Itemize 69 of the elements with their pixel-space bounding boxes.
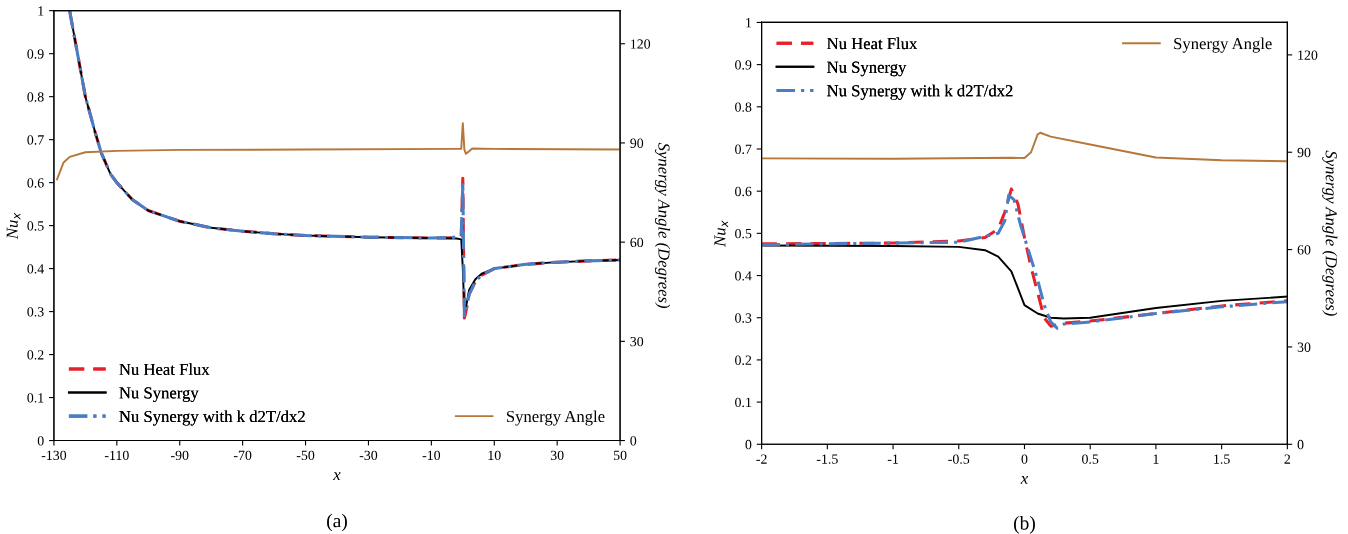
y2-tick-label: 30 bbox=[630, 336, 644, 347]
y-tick-label: 0.8 bbox=[735, 102, 752, 112]
x-tick-label: -50 bbox=[296, 450, 315, 461]
y-tick-label: 0.4 bbox=[735, 271, 752, 281]
legend-label: Nu Synergy bbox=[119, 387, 199, 402]
y-tick-label: 0.8 bbox=[27, 92, 44, 102]
legend-label: Synergy Angle bbox=[506, 410, 605, 426]
y-tick-label: 0.5 bbox=[27, 221, 44, 231]
x-tick-label: -1.5 bbox=[816, 454, 838, 464]
y2-tick-label: 60 bbox=[1297, 245, 1311, 255]
legend-label: Nu Synergy with k d2T/dx2 bbox=[119, 410, 305, 426]
text: (b) bbox=[1014, 516, 1035, 534]
y-tick-label: 0.1 bbox=[735, 397, 752, 408]
y-tick-label: 0.2 bbox=[27, 350, 44, 360]
y2-tick-label: 60 bbox=[630, 237, 644, 248]
y-tick-label: 0.4 bbox=[27, 264, 44, 274]
line-series bbox=[761, 131, 1288, 163]
x-tick-label: 0.5 bbox=[1082, 454, 1099, 464]
y-tick-label: 0.5 bbox=[735, 228, 752, 239]
legend-label: Nu Synergy with k d2T/dx2 bbox=[827, 84, 1013, 100]
y2-axis-title: Synergy Angle (Degrees) bbox=[654, 142, 671, 309]
x-axis-title: x bbox=[1020, 476, 1029, 484]
y-tick-label: 0.6 bbox=[735, 186, 752, 197]
x-tick-label: -90 bbox=[170, 450, 189, 461]
legend-label: Nu Synergy bbox=[827, 61, 907, 77]
x-tick-label: 2 bbox=[1284, 454, 1291, 464]
x-tick-label: 50 bbox=[613, 450, 627, 461]
y2-tick-label: 90 bbox=[1297, 147, 1311, 158]
text: (a) bbox=[327, 513, 347, 532]
x-tick-label: -10 bbox=[422, 450, 441, 461]
y-tick-label: 0 bbox=[37, 436, 44, 446]
y-tick-label: 0.3 bbox=[27, 307, 44, 317]
y-tick-label: 0.9 bbox=[735, 60, 752, 70]
y2-tick-label: 120 bbox=[1298, 50, 1318, 60]
y-tick-label: 1 bbox=[746, 18, 752, 28]
y-axis-title: Nu$_{x}$ bbox=[6, 212, 21, 240]
x-tick-label: 10 bbox=[488, 450, 501, 461]
y-axis-title: Nu$_{x}$ bbox=[714, 220, 729, 247]
y-tick-label: 0.7 bbox=[27, 135, 44, 145]
y2-tick-label: 120 bbox=[631, 39, 651, 49]
y-tick-label: 0.2 bbox=[735, 355, 752, 365]
x-tick-label: -0.5 bbox=[948, 454, 970, 464]
y-tick-label: 0.6 bbox=[27, 178, 44, 188]
y2-axis-title: Synergy Angle (Degrees) bbox=[1322, 150, 1338, 316]
legend-label: Synergy Angle bbox=[1174, 37, 1272, 53]
x-tick-label: 0 bbox=[1021, 454, 1028, 464]
x-tick-label: -70 bbox=[233, 450, 252, 461]
y-tick-label: 1 bbox=[38, 6, 44, 16]
x-tick-label: -30 bbox=[359, 450, 378, 461]
line-series bbox=[56, 122, 621, 181]
x-axis-title: x bbox=[333, 472, 341, 480]
x-tick-label: 1 bbox=[1153, 454, 1159, 464]
y2-tick-label: 0 bbox=[1297, 439, 1304, 450]
x-tick-label: -1 bbox=[887, 454, 898, 464]
y-tick-label: 0 bbox=[745, 439, 752, 450]
y-tick-label: 0.9 bbox=[27, 49, 44, 59]
y2-tick-label: 30 bbox=[1297, 342, 1311, 352]
x-tick-label: -130 bbox=[41, 450, 67, 461]
legend-label: Nu Heat Flux bbox=[119, 363, 210, 375]
y-tick-label: 0.1 bbox=[27, 393, 44, 403]
y-tick-label: 0.7 bbox=[735, 144, 752, 154]
y2-tick-label: 0 bbox=[630, 436, 637, 446]
y-tick-label: 0.3 bbox=[735, 313, 752, 323]
y2-tick-label: 90 bbox=[630, 138, 644, 148]
x-tick-label: 30 bbox=[550, 450, 564, 461]
x-tick-label: 1.5 bbox=[1214, 454, 1230, 464]
legend-label: Nu Heat Flux bbox=[827, 37, 918, 50]
x-tick-label: -2 bbox=[756, 454, 767, 464]
x-tick-label: -110 bbox=[104, 450, 129, 461]
